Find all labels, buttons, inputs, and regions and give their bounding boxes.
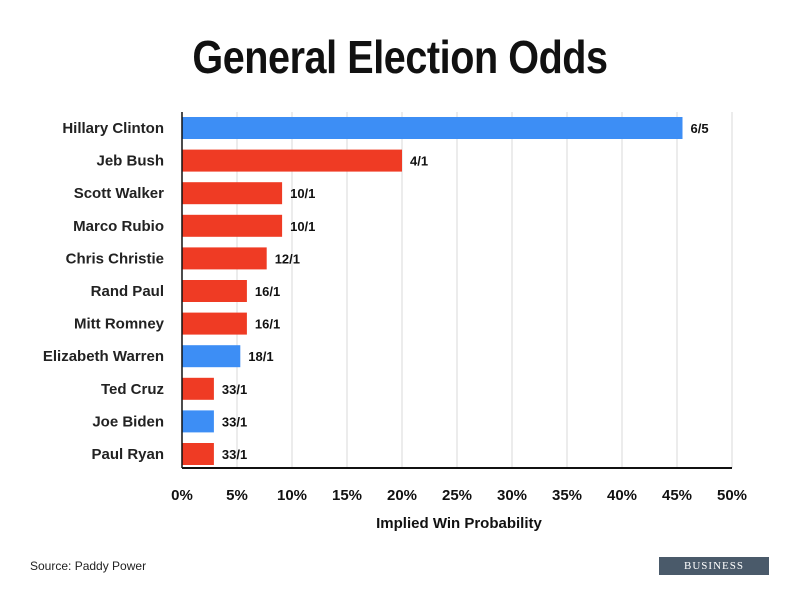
bar (182, 312, 247, 335)
category-label: Rand Paul (91, 283, 164, 300)
x-tick-label: 40% (607, 487, 637, 504)
bar (182, 149, 402, 172)
data-label: 12/1 (275, 251, 300, 266)
data-label: 33/1 (222, 382, 247, 397)
x-tick-label: 10% (277, 487, 307, 504)
x-tick-label: 20% (387, 487, 417, 504)
brand-logo: BUSINESS INSIDER (659, 557, 769, 590)
category-label: Jeb Bush (96, 153, 164, 170)
chart-title: General Election Odds (192, 31, 608, 83)
data-label: 16/1 (255, 284, 280, 299)
bar (182, 247, 267, 270)
x-tick-label: 30% (497, 487, 527, 504)
x-tick-label: 0% (171, 487, 193, 504)
bar (182, 214, 283, 237)
x-tick-label: 45% (662, 487, 692, 504)
x-tick-label: 5% (226, 487, 248, 504)
data-label: 10/1 (290, 186, 315, 201)
bar (182, 377, 214, 400)
x-axis-title: Implied Win Probability (376, 515, 542, 532)
bar (182, 280, 247, 302)
category-label: Hillary Clinton (62, 120, 164, 137)
bar (182, 345, 241, 368)
category-label: Marco Rubio (73, 218, 164, 235)
category-label: Elizabeth Warren (43, 348, 164, 365)
x-tick-label: 35% (552, 487, 582, 504)
bar (182, 182, 283, 205)
bar (182, 117, 683, 139)
category-label: Scott Walker (74, 185, 164, 202)
data-label: 16/1 (255, 317, 280, 332)
category-label: Chris Christie (66, 250, 164, 267)
category-label: Ted Cruz (101, 381, 164, 398)
data-label: 33/1 (222, 447, 247, 462)
source-note: Source: Paddy Power (30, 559, 147, 573)
x-tick-label: 15% (332, 487, 362, 504)
bar (182, 443, 214, 465)
data-label: 33/1 (222, 414, 247, 429)
data-label: 18/1 (248, 349, 273, 364)
bar (182, 410, 214, 433)
category-label: Mitt Romney (74, 316, 165, 333)
data-label: 4/1 (410, 154, 428, 169)
category-label: Joe Biden (92, 413, 164, 430)
data-label: 10/1 (290, 219, 315, 234)
x-tick-label: 50% (717, 487, 747, 504)
data-label: 6/5 (691, 121, 709, 136)
category-label: Paul Ryan (91, 446, 164, 463)
x-tick-label: 25% (442, 487, 472, 504)
